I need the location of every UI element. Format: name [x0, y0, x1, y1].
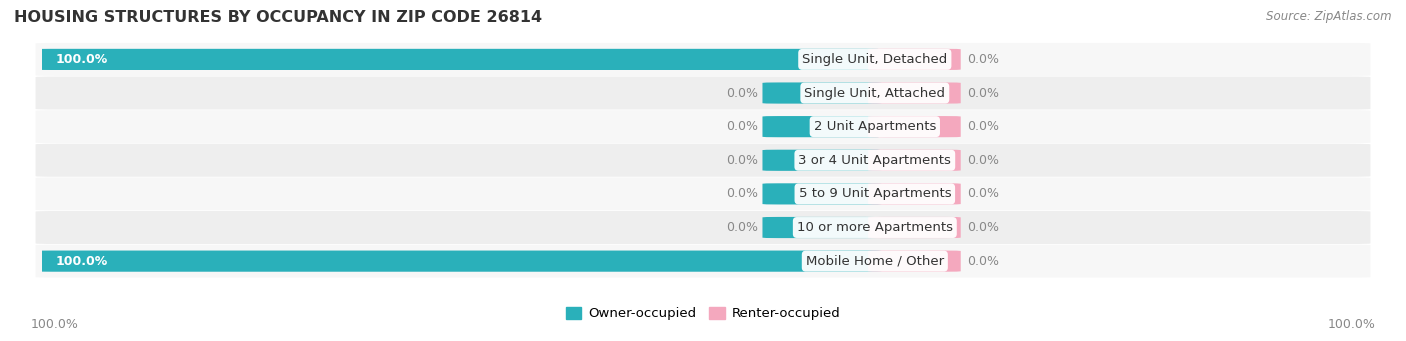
Text: 0.0%: 0.0% [727, 154, 758, 167]
FancyBboxPatch shape [868, 49, 960, 70]
FancyBboxPatch shape [762, 83, 882, 104]
Text: 0.0%: 0.0% [967, 87, 1000, 100]
Text: 0.0%: 0.0% [727, 87, 758, 100]
Text: 100.0%: 100.0% [55, 53, 108, 66]
Text: 0.0%: 0.0% [727, 188, 758, 201]
FancyBboxPatch shape [762, 150, 882, 171]
FancyBboxPatch shape [868, 150, 960, 171]
FancyBboxPatch shape [868, 83, 960, 104]
Text: 0.0%: 0.0% [727, 120, 758, 133]
Text: 100.0%: 100.0% [1327, 318, 1375, 331]
Text: 0.0%: 0.0% [967, 53, 1000, 66]
FancyBboxPatch shape [35, 211, 1371, 244]
Text: 3 or 4 Unit Apartments: 3 or 4 Unit Apartments [799, 154, 952, 167]
FancyBboxPatch shape [868, 217, 960, 238]
Text: HOUSING STRUCTURES BY OCCUPANCY IN ZIP CODE 26814: HOUSING STRUCTURES BY OCCUPANCY IN ZIP C… [14, 10, 543, 25]
FancyBboxPatch shape [868, 183, 960, 205]
Text: 0.0%: 0.0% [967, 221, 1000, 234]
Text: 100.0%: 100.0% [55, 255, 108, 268]
Text: 0.0%: 0.0% [967, 188, 1000, 201]
Legend: Owner-occupied, Renter-occupied: Owner-occupied, Renter-occupied [560, 301, 846, 326]
FancyBboxPatch shape [35, 77, 1371, 109]
FancyBboxPatch shape [35, 244, 1371, 278]
FancyBboxPatch shape [762, 183, 882, 205]
FancyBboxPatch shape [35, 144, 1371, 177]
FancyBboxPatch shape [35, 49, 882, 70]
Text: 10 or more Apartments: 10 or more Apartments [797, 221, 953, 234]
FancyBboxPatch shape [35, 43, 1371, 76]
FancyBboxPatch shape [762, 116, 882, 137]
Text: Mobile Home / Other: Mobile Home / Other [806, 255, 943, 268]
FancyBboxPatch shape [868, 251, 960, 272]
Text: Single Unit, Attached: Single Unit, Attached [804, 87, 945, 100]
FancyBboxPatch shape [35, 251, 882, 272]
FancyBboxPatch shape [762, 217, 882, 238]
Text: Source: ZipAtlas.com: Source: ZipAtlas.com [1267, 10, 1392, 23]
Text: 0.0%: 0.0% [967, 154, 1000, 167]
FancyBboxPatch shape [868, 116, 960, 137]
Text: Single Unit, Detached: Single Unit, Detached [803, 53, 948, 66]
Text: 5 to 9 Unit Apartments: 5 to 9 Unit Apartments [799, 188, 950, 201]
Text: 0.0%: 0.0% [727, 221, 758, 234]
Text: 0.0%: 0.0% [967, 120, 1000, 133]
Text: 100.0%: 100.0% [31, 318, 79, 331]
Text: 2 Unit Apartments: 2 Unit Apartments [814, 120, 936, 133]
FancyBboxPatch shape [35, 110, 1371, 143]
Text: 0.0%: 0.0% [967, 255, 1000, 268]
FancyBboxPatch shape [35, 177, 1371, 210]
